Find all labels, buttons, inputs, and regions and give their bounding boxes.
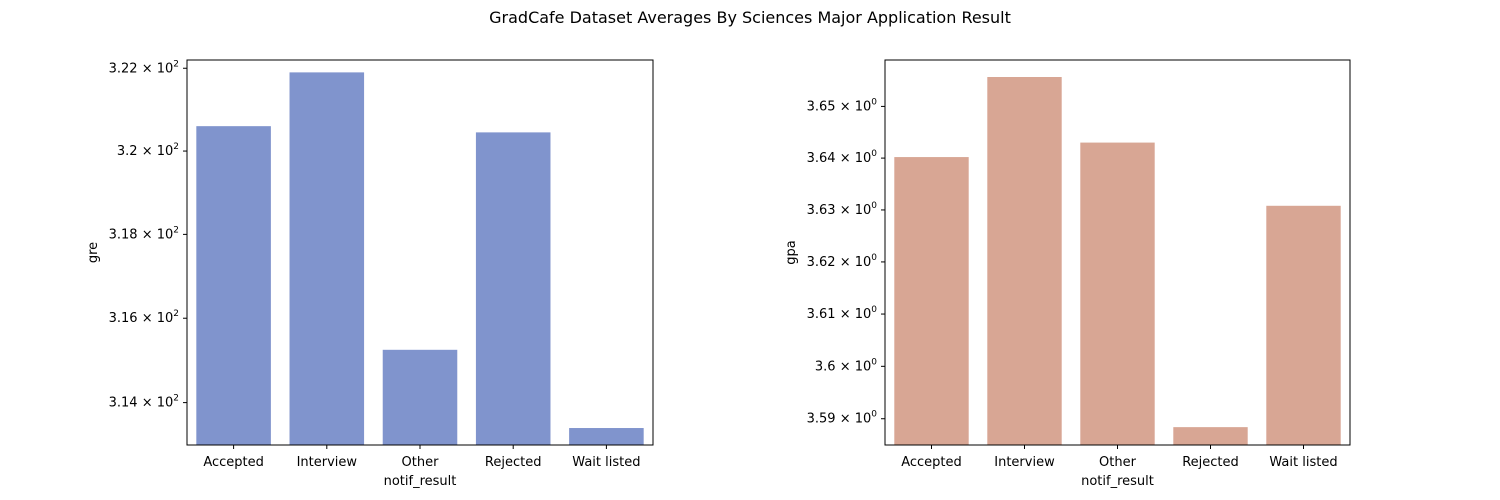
gre-ytick-times-3: × 10 bbox=[138, 144, 174, 159]
gre-xtick-label-2: Other bbox=[402, 455, 440, 470]
gre-ytick-exponent-1: 2 bbox=[173, 309, 179, 319]
gpa-bar-3 bbox=[1173, 427, 1248, 445]
figure-title: GradCafe Dataset Averages By Sciences Ma… bbox=[489, 8, 1011, 27]
gpa-chart: Accepted Interview Other Rejected Wait liste… bbox=[784, 59, 1351, 489]
gre-bar-2 bbox=[382, 349, 458, 445]
gpa-xtick-label-1: Interview bbox=[994, 455, 1055, 470]
gpa-bar-4 bbox=[1266, 205, 1341, 445]
gpa-ytick-exponent-0: 0 bbox=[871, 410, 877, 420]
gre-xtick-label-1: Interview bbox=[297, 455, 358, 470]
gpa-ytick-label-0: 3.59 × 100 bbox=[807, 410, 878, 427]
gpa-ytick-label-4: 3.63 × 100 bbox=[807, 201, 878, 218]
gpa-ytick-exponent-5: 0 bbox=[871, 149, 877, 159]
gpa-ytick-mantissa-2: 3.61 bbox=[807, 307, 836, 322]
gpa-y-axis-title: gpa bbox=[784, 240, 799, 264]
gre-xtick-label-4: Wait listed bbox=[572, 455, 640, 470]
gpa-ytick-times-4: × 10 bbox=[836, 203, 872, 218]
gre-ytick-mantissa-3: 3.2 bbox=[117, 144, 138, 159]
gre-xtick-label-3: Rejected bbox=[485, 455, 542, 470]
gre-ytick-label-0: 3.14 × 102 bbox=[109, 394, 179, 411]
gpa-ytick-mantissa-4: 3.63 bbox=[807, 203, 836, 218]
gre-ytick-exponent-3: 2 bbox=[173, 142, 179, 152]
gpa-ytick-label-1: 3.6 × 100 bbox=[815, 357, 877, 374]
gre-ytick-times-1: × 10 bbox=[138, 311, 174, 326]
gre-xtick-label-0: Accepted bbox=[203, 455, 264, 470]
gpa-ytick-exponent-4: 0 bbox=[871, 201, 877, 211]
gpa-ytick-times-5: × 10 bbox=[836, 151, 872, 166]
gre-ytick-label-2: 3.18 × 102 bbox=[109, 225, 179, 242]
gre-ytick-label-4: 3.22 × 102 bbox=[109, 59, 179, 76]
gpa-ytick-mantissa-5: 3.64 bbox=[807, 151, 836, 166]
gpa-x-axis-title: notif_result bbox=[1081, 474, 1154, 489]
gre-ytick-times-0: × 10 bbox=[138, 396, 174, 411]
gre-ytick-label-3: 3.2 × 102 bbox=[117, 142, 179, 159]
gpa-ytick-mantissa-6: 3.65 bbox=[807, 99, 836, 114]
gre-ytick-mantissa-1: 3.16 bbox=[109, 311, 138, 326]
gpa-ytick-times-3: × 10 bbox=[836, 255, 872, 270]
gre-chart: Accepted Interview Other Rejected Wait liste… bbox=[86, 59, 654, 489]
gre-bar-0 bbox=[196, 126, 271, 445]
gre-x-axis-title: notif_result bbox=[384, 474, 457, 489]
gpa-ytick-label-2: 3.61 × 100 bbox=[807, 305, 878, 322]
gre-bar-3 bbox=[475, 132, 551, 446]
gpa-ytick-exponent-1: 0 bbox=[871, 357, 877, 367]
gre-y-axis-title: gre bbox=[86, 242, 101, 263]
gpa-xtick-label-0: Accepted bbox=[901, 455, 962, 470]
gre-ytick-exponent-4: 2 bbox=[173, 59, 179, 69]
gre-bar-4 bbox=[569, 428, 644, 445]
gpa-ytick-mantissa-3: 3.62 bbox=[807, 255, 836, 270]
gpa-bar-2 bbox=[1080, 142, 1155, 446]
gpa-xtick-label-3: Rejected bbox=[1182, 455, 1239, 470]
gpa-xtick-label-2: Other bbox=[1099, 455, 1137, 470]
gre-ytick-mantissa-2: 3.18 bbox=[109, 227, 138, 242]
gpa-ytick-exponent-3: 0 bbox=[871, 253, 877, 263]
gre-ytick-label-1: 3.16 × 102 bbox=[109, 309, 179, 326]
gre-ytick-times-2: × 10 bbox=[138, 227, 174, 242]
gpa-ytick-label-6: 3.65 × 100 bbox=[807, 97, 878, 114]
gre-ytick-mantissa-4: 3.22 bbox=[109, 61, 138, 76]
gre-ytick-exponent-2: 2 bbox=[173, 225, 179, 235]
gre-bar-1 bbox=[289, 72, 365, 446]
gpa-ytick-mantissa-0: 3.59 bbox=[807, 412, 836, 427]
gre-ytick-times-4: × 10 bbox=[138, 61, 174, 76]
gpa-ytick-times-6: × 10 bbox=[836, 99, 872, 114]
gpa-xtick-label-4: Wait listed bbox=[1269, 455, 1337, 470]
gre-ytick-exponent-0: 2 bbox=[173, 394, 179, 404]
gre-ytick-mantissa-0: 3.14 bbox=[109, 396, 138, 411]
gpa-ytick-times-2: × 10 bbox=[836, 307, 872, 322]
gpa-bar-1 bbox=[987, 77, 1062, 445]
gpa-ytick-times-1: × 10 bbox=[836, 359, 872, 374]
gpa-ytick-exponent-6: 0 bbox=[871, 97, 877, 107]
gpa-ytick-label-3: 3.62 × 100 bbox=[807, 253, 878, 270]
gpa-ytick-times-0: × 10 bbox=[836, 412, 872, 427]
gpa-bar-0 bbox=[894, 157, 969, 445]
gpa-ytick-mantissa-1: 3.6 bbox=[815, 359, 836, 374]
gpa-ytick-exponent-2: 0 bbox=[871, 305, 877, 315]
gpa-ytick-label-5: 3.64 × 100 bbox=[807, 149, 878, 166]
